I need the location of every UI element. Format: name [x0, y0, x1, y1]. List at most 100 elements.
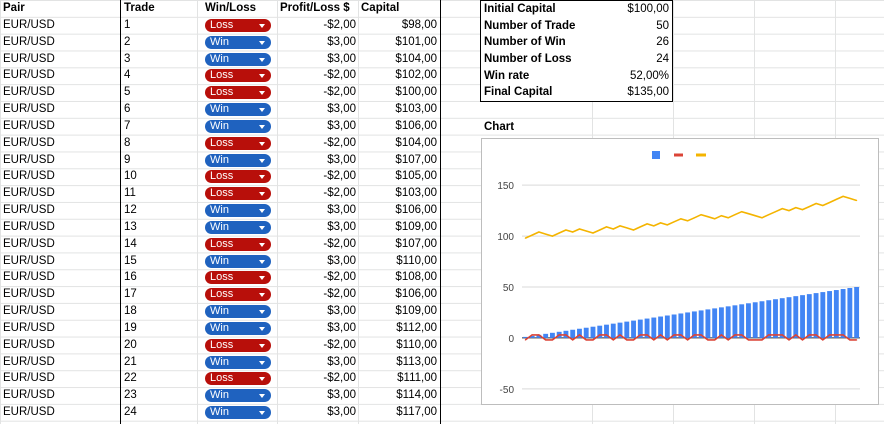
cell-pair[interactable]: EUR/USD	[3, 271, 55, 284]
cell-pair[interactable]: EUR/USD	[3, 187, 55, 200]
cell-capital[interactable]: $103,00	[395, 187, 437, 200]
cell-profit-loss[interactable]: $3,00	[327, 220, 356, 233]
header-trade[interactable]: Trade	[124, 2, 155, 14]
winloss-dropdown[interactable]: Win	[205, 119, 271, 133]
cell-profit-loss[interactable]: -$2,00	[323, 187, 356, 200]
winloss-dropdown[interactable]: Loss	[205, 170, 271, 184]
cell-capital[interactable]: $117,00	[396, 406, 437, 419]
winloss-dropdown[interactable]: Win	[205, 220, 271, 234]
cell-profit-loss[interactable]: $3,00	[327, 52, 356, 65]
cell-profit-loss[interactable]: $3,00	[327, 35, 356, 48]
cell-trade[interactable]: 23	[124, 389, 137, 402]
cell-profit-loss[interactable]: -$2,00	[323, 86, 356, 99]
cell-trade[interactable]: 16	[124, 271, 137, 284]
cell-capital[interactable]: $114,00	[396, 389, 437, 402]
summary-value[interactable]: 50	[656, 19, 669, 32]
cell-trade[interactable]: 6	[124, 103, 131, 116]
cell-trade[interactable]: 19	[124, 321, 137, 334]
cell-trade[interactable]: 14	[124, 237, 137, 250]
cell-trade[interactable]: 24	[124, 406, 137, 419]
cell-capital[interactable]: $108,00	[395, 271, 437, 284]
cell-profit-loss[interactable]: $3,00	[327, 204, 356, 217]
cell-trade[interactable]: 12	[124, 204, 137, 217]
cell-trade[interactable]: 3	[124, 52, 131, 65]
cell-profit-loss[interactable]: -$2,00	[323, 237, 356, 250]
cell-trade[interactable]: 22	[124, 372, 137, 385]
cell-profit-loss[interactable]: $3,00	[327, 321, 356, 334]
summary-label[interactable]: Win rate	[484, 69, 530, 82]
cell-pair[interactable]: EUR/USD	[3, 18, 55, 31]
cell-trade[interactable]: 13	[124, 220, 137, 233]
winloss-dropdown[interactable]: Loss	[205, 69, 271, 83]
winloss-dropdown[interactable]: Win	[205, 204, 271, 218]
winloss-dropdown[interactable]: Win	[205, 389, 271, 403]
winloss-dropdown[interactable]: Loss	[205, 86, 271, 100]
winloss-dropdown[interactable]: Win	[205, 305, 271, 319]
cell-profit-loss[interactable]: $3,00	[327, 406, 356, 419]
cell-profit-loss[interactable]: -$2,00	[323, 18, 356, 31]
cell-capital[interactable]: $106,00	[395, 288, 437, 301]
cell-trade[interactable]: 4	[124, 69, 131, 82]
cell-pair[interactable]: EUR/USD	[3, 288, 55, 301]
cell-capital[interactable]: $112,00	[396, 321, 437, 334]
cell-pair[interactable]: EUR/USD	[3, 305, 55, 318]
cell-capital[interactable]: $98,00	[401, 18, 437, 31]
cell-pair[interactable]: EUR/USD	[3, 153, 55, 166]
cell-profit-loss[interactable]: -$2,00	[323, 288, 356, 301]
winloss-dropdown[interactable]: Loss	[205, 271, 271, 285]
winloss-dropdown[interactable]: Win	[205, 406, 271, 420]
summary-value[interactable]: $135,00	[627, 86, 669, 99]
cell-capital[interactable]: $113,00	[396, 355, 437, 368]
cell-capital[interactable]: $110,00	[396, 338, 437, 351]
winloss-dropdown[interactable]: Loss	[205, 288, 271, 302]
cell-capital[interactable]: $107,00	[395, 237, 437, 250]
cell-pair[interactable]: EUR/USD	[3, 52, 55, 65]
cell-capital[interactable]: $109,00	[395, 305, 437, 318]
summary-label[interactable]: Number of Loss	[484, 53, 572, 65]
cell-profit-loss[interactable]: $3,00	[327, 103, 356, 116]
cell-pair[interactable]: EUR/USD	[3, 406, 55, 419]
cell-pair[interactable]: EUR/USD	[3, 372, 55, 385]
cell-pair[interactable]: EUR/USD	[3, 237, 55, 250]
cell-pair[interactable]: EUR/USD	[3, 136, 55, 149]
cell-profit-loss[interactable]: $3,00	[327, 153, 356, 166]
cell-profit-loss[interactable]: -$2,00	[323, 170, 356, 183]
cell-capital[interactable]: $105,00	[395, 170, 437, 183]
cell-profit-loss[interactable]: -$2,00	[323, 372, 356, 385]
winloss-dropdown[interactable]: Win	[205, 254, 271, 268]
winloss-dropdown[interactable]: Win	[205, 321, 271, 335]
cell-trade[interactable]: 10	[124, 170, 137, 183]
winloss-dropdown[interactable]: Loss	[205, 338, 271, 352]
summary-value[interactable]: 52,00%	[629, 69, 669, 82]
cell-pair[interactable]: EUR/USD	[3, 69, 55, 82]
cell-profit-loss[interactable]: -$2,00	[323, 69, 356, 82]
cell-profit-loss[interactable]: -$2,00	[323, 271, 356, 284]
summary-label[interactable]: Final Capital	[484, 86, 553, 99]
cell-trade[interactable]: 2	[124, 35, 131, 48]
cell-trade[interactable]: 5	[124, 86, 131, 99]
chart[interactable]: 150 100 50 0 -50	[481, 138, 879, 405]
cell-pair[interactable]: EUR/USD	[3, 170, 55, 183]
cell-capital[interactable]: $104,00	[395, 52, 437, 65]
winloss-dropdown[interactable]: Win	[205, 153, 271, 167]
cell-pair[interactable]: EUR/USD	[3, 86, 55, 99]
cell-profit-loss[interactable]: -$2,00	[323, 338, 356, 351]
cell-profit-loss[interactable]: $3,00	[327, 355, 356, 368]
cell-trade[interactable]: 20	[124, 338, 137, 351]
cell-trade[interactable]: 11	[124, 187, 136, 200]
summary-value[interactable]: 24	[656, 53, 669, 65]
cell-profit-loss[interactable]: $3,00	[327, 254, 356, 267]
cell-capital[interactable]: $106,00	[395, 204, 437, 217]
cell-capital[interactable]: $100,00	[395, 86, 437, 99]
winloss-dropdown[interactable]: Loss	[205, 136, 271, 150]
cell-pair[interactable]: EUR/USD	[3, 103, 55, 116]
cell-pair[interactable]: EUR/USD	[3, 35, 55, 48]
cell-pair[interactable]: EUR/USD	[3, 389, 55, 402]
winloss-dropdown[interactable]: Win	[205, 355, 271, 369]
winloss-dropdown[interactable]: Loss	[205, 237, 271, 251]
summary-value[interactable]: 26	[656, 36, 669, 49]
cell-capital[interactable]: $102,00	[395, 69, 437, 82]
winloss-dropdown[interactable]: Loss	[205, 187, 271, 201]
summary-label[interactable]: Number of Win	[484, 36, 566, 49]
cell-pair[interactable]: EUR/USD	[3, 355, 55, 368]
